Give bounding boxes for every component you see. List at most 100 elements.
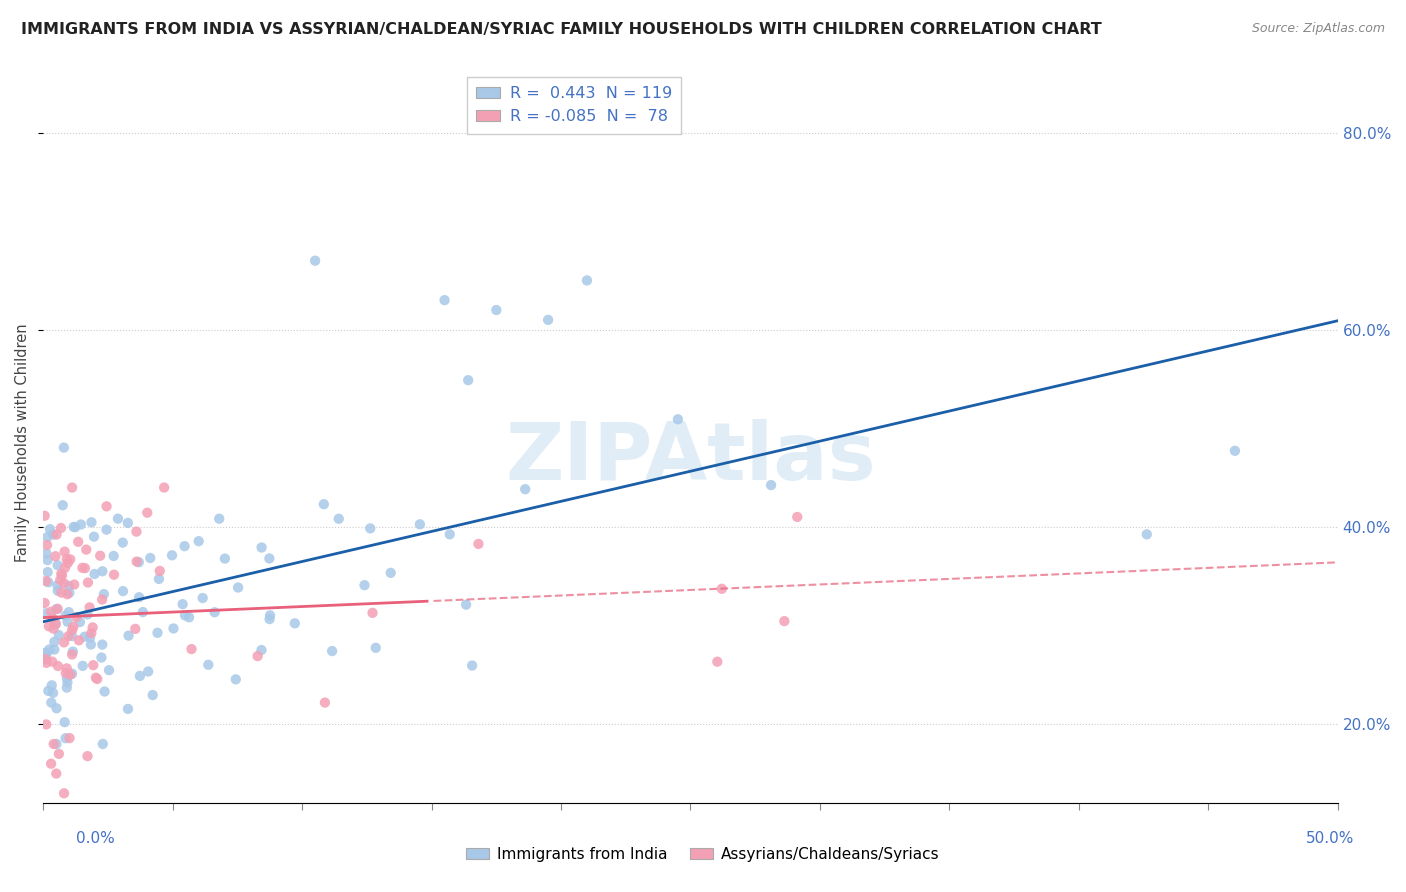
Point bbox=[103, 549, 125, 563]
Point bbox=[41, 678, 63, 692]
Point bbox=[62, 520, 84, 534]
Point bbox=[42, 686, 65, 700]
Point bbox=[284, 616, 307, 631]
Text: 50.0%: 50.0% bbox=[1306, 831, 1354, 846]
Point bbox=[82, 620, 104, 634]
Point bbox=[51, 585, 73, 599]
Point bbox=[82, 658, 104, 673]
Point bbox=[58, 579, 80, 593]
Point bbox=[226, 581, 249, 595]
Point bbox=[58, 629, 80, 643]
Point bbox=[55, 661, 77, 675]
Y-axis label: Family Households with Children: Family Households with Children bbox=[15, 324, 30, 563]
Point bbox=[46, 558, 69, 573]
Point bbox=[56, 675, 79, 690]
Point bbox=[37, 575, 59, 590]
Point bbox=[786, 510, 808, 524]
Point bbox=[124, 622, 146, 636]
Point bbox=[49, 573, 72, 587]
Point bbox=[42, 622, 65, 636]
Point bbox=[91, 737, 114, 751]
Point bbox=[56, 587, 79, 601]
Point bbox=[96, 500, 118, 514]
Point bbox=[35, 538, 58, 552]
Point bbox=[46, 578, 69, 592]
Point bbox=[91, 638, 114, 652]
Point bbox=[160, 549, 183, 563]
Point bbox=[53, 786, 76, 800]
Point bbox=[225, 673, 247, 687]
Point bbox=[59, 667, 82, 681]
Point bbox=[70, 517, 93, 532]
Point bbox=[214, 551, 236, 566]
Point bbox=[467, 537, 489, 551]
Point bbox=[34, 652, 56, 666]
Point bbox=[53, 561, 76, 575]
Point bbox=[93, 587, 115, 601]
Point bbox=[49, 521, 72, 535]
Point bbox=[125, 524, 148, 539]
Point bbox=[60, 666, 83, 681]
Point bbox=[51, 566, 73, 581]
Point bbox=[125, 555, 148, 569]
Point bbox=[35, 574, 58, 588]
Point bbox=[710, 582, 733, 596]
Point bbox=[174, 608, 197, 623]
Point bbox=[35, 652, 58, 666]
Point bbox=[83, 566, 105, 581]
Point bbox=[41, 655, 63, 669]
Point bbox=[44, 635, 66, 649]
Point bbox=[328, 512, 350, 526]
Point bbox=[42, 527, 65, 541]
Point bbox=[63, 577, 86, 591]
Point bbox=[129, 669, 152, 683]
Point bbox=[433, 293, 456, 308]
Point bbox=[86, 672, 108, 686]
Point bbox=[361, 606, 384, 620]
Point bbox=[35, 646, 58, 660]
Point bbox=[56, 556, 79, 570]
Point bbox=[62, 644, 84, 658]
Point bbox=[773, 614, 796, 628]
Point bbox=[45, 701, 67, 715]
Point bbox=[53, 635, 76, 649]
Point bbox=[38, 642, 60, 657]
Point bbox=[128, 555, 150, 569]
Point bbox=[42, 737, 65, 751]
Point bbox=[314, 696, 336, 710]
Point bbox=[312, 497, 335, 511]
Point bbox=[136, 665, 159, 679]
Text: IMMIGRANTS FROM INDIA VS ASSYRIAN/CHALDEAN/SYRIAC FAMILY HOUSEHOLDS WITH CHILDRE: IMMIGRANTS FROM INDIA VS ASSYRIAN/CHALDE… bbox=[21, 22, 1102, 37]
Point bbox=[537, 313, 560, 327]
Point bbox=[89, 549, 111, 563]
Point bbox=[69, 615, 91, 629]
Point bbox=[77, 575, 100, 590]
Point bbox=[35, 606, 58, 620]
Point bbox=[44, 642, 66, 657]
Point bbox=[90, 650, 112, 665]
Point bbox=[53, 715, 76, 730]
Point bbox=[146, 625, 169, 640]
Point bbox=[149, 564, 172, 578]
Point bbox=[148, 572, 170, 586]
Point bbox=[139, 551, 162, 566]
Point bbox=[187, 534, 209, 549]
Point bbox=[60, 648, 83, 662]
Point bbox=[250, 643, 273, 657]
Text: ZIPAtlas: ZIPAtlas bbox=[505, 418, 876, 497]
Point bbox=[56, 615, 79, 629]
Point bbox=[666, 412, 689, 426]
Point bbox=[208, 511, 231, 525]
Point bbox=[79, 630, 101, 644]
Point bbox=[706, 655, 728, 669]
Point bbox=[73, 630, 96, 644]
Point bbox=[55, 666, 77, 681]
Point bbox=[53, 576, 76, 591]
Point bbox=[457, 373, 479, 387]
Point bbox=[63, 520, 86, 534]
Point bbox=[439, 527, 461, 541]
Point bbox=[117, 702, 139, 716]
Point bbox=[72, 659, 94, 673]
Point bbox=[72, 561, 94, 575]
Point bbox=[35, 648, 58, 662]
